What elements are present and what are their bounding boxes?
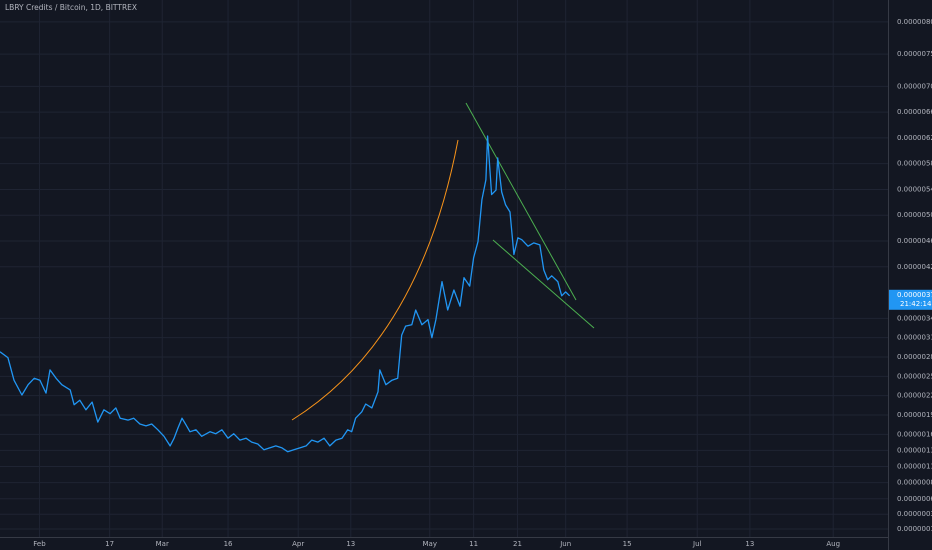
- y-tick-label: 0.00000750: [897, 50, 932, 58]
- x-tick-label: 13: [346, 540, 355, 548]
- y-tick-label: 0.00000420: [897, 263, 932, 271]
- y-tick-label: 0.00000060: [897, 495, 932, 503]
- y-tick-label: 0.00000280: [897, 353, 932, 361]
- y-tick-label: 0.00000580: [897, 160, 932, 168]
- x-tick-label: Aug: [826, 540, 840, 548]
- grid: [0, 0, 888, 537]
- y-tick-label: 0.00000110: [897, 463, 932, 471]
- y-tick-label: 0.00000800: [897, 18, 932, 26]
- drawn-curve: [291, 139, 459, 421]
- drawn-trend-line: [465, 102, 577, 301]
- last-price-label: 0.00000375: [897, 291, 932, 299]
- y-tick-label: 0.00000460: [897, 237, 932, 245]
- x-tick-label: Jun: [559, 540, 571, 548]
- price-line: [0, 135, 571, 453]
- y-tick-label: 0.00000036: [897, 510, 932, 518]
- last-price-tag: [889, 289, 932, 310]
- x-tick-label: 11: [469, 540, 478, 548]
- y-tick-label: 0.00000620: [897, 134, 932, 142]
- y-tick-label: 0.00000250: [897, 372, 932, 380]
- y-tick-label: 0.00000220: [897, 392, 932, 400]
- x-tick-label: 15: [623, 540, 632, 548]
- y-tick-label: 0.00000013: [897, 525, 932, 533]
- y-tick-label: 0.00000700: [897, 82, 932, 90]
- x-tick-label: Apr: [292, 540, 304, 548]
- y-tick-label: 0.00000085: [897, 479, 932, 487]
- y-tick-label: 0.00000160: [897, 430, 932, 438]
- series: [0, 135, 571, 453]
- x-tick-label: 13: [745, 540, 754, 548]
- x-tick-label: Feb: [33, 540, 46, 548]
- y-tick-label: 0.00000660: [897, 108, 932, 116]
- drawn-trend-line: [492, 239, 595, 329]
- x-tick-label: 21: [513, 540, 522, 548]
- y-tick-label: 0.00000190: [897, 411, 932, 419]
- y-tick-label: 0.00000340: [897, 314, 932, 322]
- y-tick-label: 0.00000500: [897, 211, 932, 219]
- x-tick-label: Mar: [156, 540, 169, 548]
- x-tick-label: May: [423, 540, 437, 548]
- countdown-label: 21:42:14: [900, 300, 932, 308]
- axis-labels: 0.00000800 0.00000750 0.00000700 0.00000660…: [33, 18, 932, 548]
- x-tick-label: 16: [224, 540, 233, 548]
- y-tick-label: 0.00000540: [897, 185, 932, 193]
- y-tick-label: 0.00000310: [897, 334, 932, 342]
- x-tick-label: Jul: [692, 540, 702, 548]
- y-tick-label: 0.00000135: [897, 446, 932, 454]
- chart-title: LBRY Credits / Bitcoin, 1D, BITTREX: [5, 3, 137, 12]
- x-tick-label: 17: [105, 540, 114, 548]
